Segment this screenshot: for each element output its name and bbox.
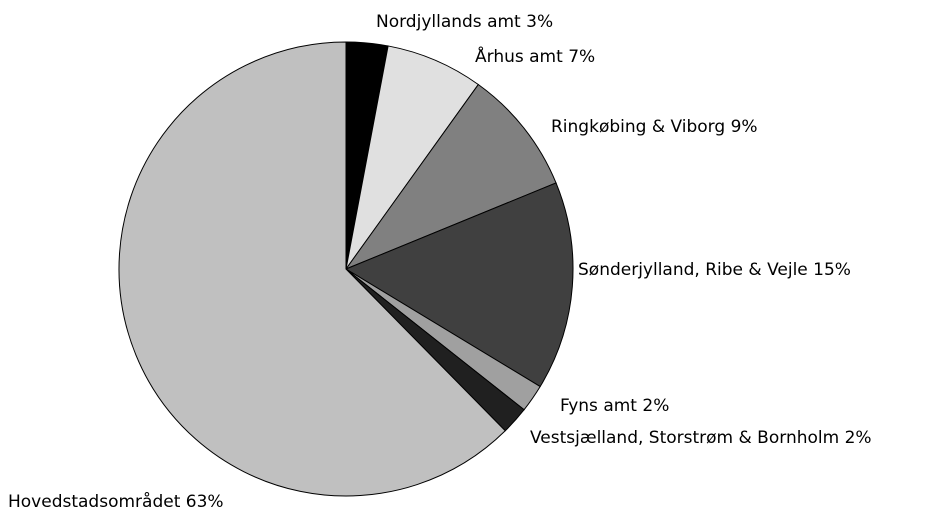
category-name: Nordjyllands amt xyxy=(376,12,521,32)
category-name: Hovedstadsområdet xyxy=(8,491,181,512)
slice-label: Ringkøbing & Viborg 9% xyxy=(551,117,758,137)
slice-label: Vestsjælland, Storstrøm & Bornholm 2% xyxy=(530,428,872,448)
value-label: 15% xyxy=(813,260,851,280)
category-name: Sønderjylland, Ribe & Vejle xyxy=(578,260,808,280)
slice-label: Nordjyllands amt 3% xyxy=(376,12,553,32)
value-label: 63% xyxy=(186,492,224,512)
category-name: Ringkøbing & Viborg xyxy=(551,117,725,137)
pie-slice xyxy=(344,182,574,388)
category-name: Fyns amt xyxy=(560,396,637,416)
value-label: 9% xyxy=(731,117,758,137)
pie-slice xyxy=(344,83,557,271)
category-name: Vestsjælland, Storstrøm & Bornholm xyxy=(530,428,839,448)
value-label: 2% xyxy=(845,428,872,448)
value-label: 7% xyxy=(568,47,595,67)
category-name: Århus amt xyxy=(475,45,563,67)
slice-label: Sønderjylland, Ribe & Vejle 15% xyxy=(578,260,851,280)
slice-label: Hovedstadsområdet 63% xyxy=(8,491,224,512)
pie-slice xyxy=(118,41,506,497)
slice-label: Fyns amt 2% xyxy=(560,396,669,416)
slice-label: Århus amt 7% xyxy=(475,45,595,67)
value-label: 3% xyxy=(526,12,553,32)
value-label: 2% xyxy=(642,396,669,416)
